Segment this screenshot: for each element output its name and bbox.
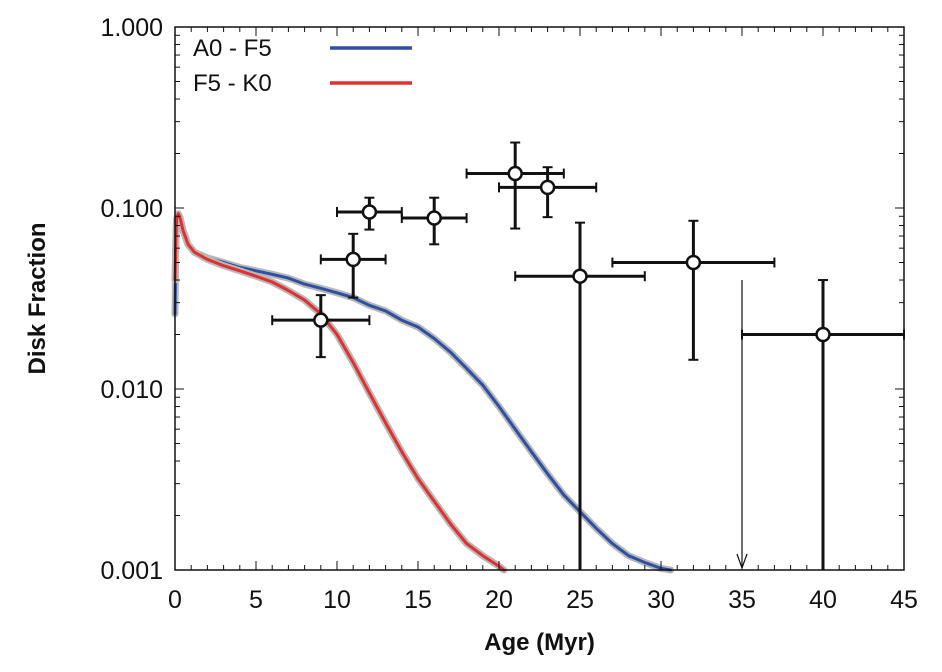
data-marker (815, 326, 831, 343)
data-marker (685, 254, 702, 271)
y-axis-title: Disk Fraction (24, 222, 51, 374)
data-point (271, 294, 371, 359)
y-tick-label: 0.100 (100, 195, 163, 223)
x-tick-label: 0 (168, 586, 182, 614)
y-tick-label: 0.010 (100, 376, 163, 404)
y-tick-label: 1.000 (100, 14, 163, 42)
series-line-f5-k0 (173, 212, 506, 572)
x-tick-label: 20 (485, 586, 513, 614)
x-tick-label: 10 (323, 586, 351, 614)
data-point (400, 196, 468, 246)
data-marker (572, 268, 588, 284)
x-tick-label: 25 (566, 586, 594, 614)
x-tick-label: 35 (728, 586, 756, 614)
data-point (611, 219, 776, 361)
data-marker (361, 204, 378, 220)
x-tick-label: 15 (404, 586, 432, 614)
data-point (514, 221, 646, 570)
x-tick-label: 40 (809, 586, 837, 614)
legend-label-f5-k0: F5 - K0 (193, 70, 272, 97)
data-marker (345, 251, 361, 268)
data-point (498, 166, 598, 219)
x-tick-label: 30 (647, 586, 675, 614)
plot-frame (174, 26, 905, 571)
legend: A0 - F5 F5 - K0 (193, 35, 412, 97)
data-point (319, 232, 387, 299)
data-marker (539, 179, 556, 196)
data-marker (426, 210, 442, 226)
x-axis-title: Age (Myr) (484, 629, 595, 656)
y-tick-label: 0.001 (100, 557, 163, 585)
x-tick-label: 5 (249, 586, 263, 614)
data-point (336, 196, 403, 231)
data-point (741, 279, 905, 570)
legend-label-a0-f5: A0 - F5 (193, 35, 272, 62)
data-marker (507, 165, 523, 182)
data-marker (313, 312, 329, 328)
x-tick-label: 45 (890, 586, 918, 614)
